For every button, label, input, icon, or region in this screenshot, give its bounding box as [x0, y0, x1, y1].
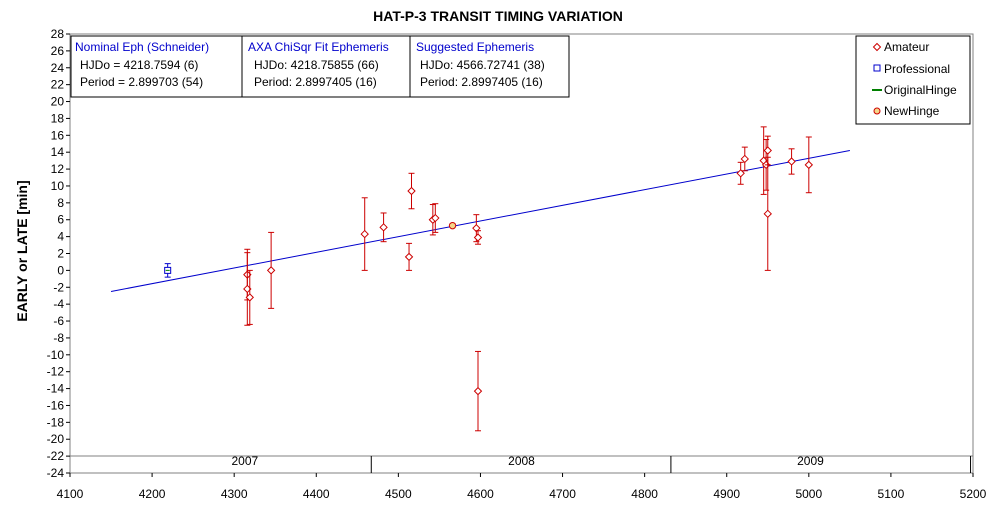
info-box-suggested-line1: HJDo: 4566.72741 (38) [420, 58, 545, 72]
amateur-point [245, 293, 254, 302]
year-band: 2007 2008 2009 [232, 454, 972, 473]
y-tick-label: 14 [51, 145, 65, 159]
info-box-nominal-line1: HJDo = 4218.7594 (6) [80, 58, 198, 72]
year-label: 2009 [797, 454, 824, 468]
info-box-axa-fit: AXA ChiSqr Fit Ephemeris HJDo: 4218.7585… [241, 35, 411, 98]
y-tick-label: -16 [47, 398, 65, 412]
amateur-point [407, 186, 416, 196]
legend-professional-label: Professional [884, 62, 950, 76]
amateur-point [266, 266, 276, 275]
y-tick-label: 26 [51, 44, 65, 58]
amateur-point [473, 233, 483, 242]
y-tick-label: -8 [53, 331, 64, 345]
x-tick-label: 4200 [139, 487, 166, 501]
info-box-axa-fit-line1: HJDo: 4218.75855 (66) [254, 58, 379, 72]
amateur-point [379, 223, 388, 232]
newhinge-point [448, 221, 457, 230]
y-tick-label: -4 [53, 297, 64, 311]
x-tick-label: 5200 [960, 487, 987, 501]
x-tick-label: 4700 [549, 487, 576, 501]
amateur-point [404, 252, 414, 262]
x-tick-label: 5100 [878, 487, 905, 501]
info-box-suggested-header: Suggested Ephemeris [416, 40, 534, 54]
y-tick-label: 12 [51, 162, 65, 176]
info-box-nominal: Nominal Eph (Schneider) HJDo = 4218.7594… [70, 35, 243, 98]
y-tick-label: -6 [53, 314, 64, 328]
y-tick-label: 8 [57, 196, 64, 210]
amateur-point [736, 169, 745, 178]
y-tick-label: -22 [47, 449, 65, 463]
legend-amateur-marker [872, 42, 882, 52]
y-tick-label: -10 [47, 348, 65, 362]
amateur-point [763, 209, 772, 219]
amateur-point [804, 160, 814, 170]
x-tick-label: 4300 [221, 487, 248, 501]
y-tick-label: -14 [47, 382, 65, 396]
amateur-point [473, 386, 483, 396]
fit-line [110, 150, 850, 292]
y-tick-label: -2 [53, 280, 64, 294]
legend-newhinge-label: NewHinge [884, 104, 940, 118]
legend-newhinge-marker [873, 107, 881, 115]
plot-area [69, 33, 974, 474]
x-axis-ticks: 4100 4200 4300 4400 4500 4600 4700 4800 4900 5000… [57, 473, 987, 501]
y-tick-label: 22 [51, 78, 65, 92]
y-tick-label: 0 [57, 263, 64, 277]
amateur-point [472, 223, 481, 233]
y-axis-label: EARLY or LATE [min] [14, 180, 30, 321]
legend-professional-marker [873, 64, 881, 72]
info-box-suggested: Suggested Ephemeris HJDo: 4566.72741 (38… [409, 35, 570, 98]
x-tick-label: 4400 [303, 487, 330, 501]
y-tick-label: -18 [47, 415, 65, 429]
x-tick-label: 4900 [713, 487, 740, 501]
x-tick-label: 4800 [631, 487, 658, 501]
y-tick-label: 28 [51, 27, 65, 41]
amateur-point [763, 146, 772, 155]
y-tick-label: 20 [51, 95, 65, 109]
chart-title: HAT-P-3 TRANSIT TIMING VARIATION [373, 8, 623, 24]
info-box-axa-fit-header: AXA ChiSqr Fit Ephemeris [248, 40, 389, 54]
year-label: 2007 [232, 454, 259, 468]
info-box-nominal-header: Nominal Eph (Schneider) [75, 40, 209, 54]
x-tick-label: 5000 [795, 487, 822, 501]
y-tick-label: -20 [47, 432, 65, 446]
data-marks [164, 126, 814, 432]
x-tick-label: 4600 [467, 487, 494, 501]
y-tick-label: 16 [51, 128, 65, 142]
y-tick-label: 4 [57, 230, 64, 244]
info-box-nominal-line2: Period = 2.899703 (54) [80, 75, 203, 89]
y-tick-label: 18 [51, 111, 65, 125]
y-tick-label: -24 [47, 466, 65, 480]
y-tick-label: 6 [57, 213, 64, 227]
y-tick-label: 10 [51, 179, 65, 193]
amateur-point [431, 213, 440, 223]
y-tick-label: 2 [57, 247, 64, 261]
amateur-point [787, 157, 796, 166]
legend-amateur-label: Amateur [884, 40, 929, 54]
x-tick-label: 4100 [57, 487, 84, 501]
y-tick-label: 24 [51, 61, 65, 75]
y-axis-ticks: -24-22-20-18-16-14-12-10-8-6-4-202468101… [47, 27, 70, 480]
legend-originalhinge-label: OriginalHinge [884, 83, 957, 97]
info-box-suggested-line2: Period: 2.8997405 (16) [420, 75, 543, 89]
legend: Amateur Professional OriginalHinge NewHi… [855, 35, 971, 125]
y-tick-label: -12 [47, 365, 65, 379]
x-tick-label: 4500 [385, 487, 412, 501]
amateur-point [740, 154, 749, 164]
info-box-axa-fit-line2: Period: 2.8997405 (16) [254, 75, 377, 89]
amateur-point [360, 229, 369, 239]
year-label: 2008 [508, 454, 535, 468]
